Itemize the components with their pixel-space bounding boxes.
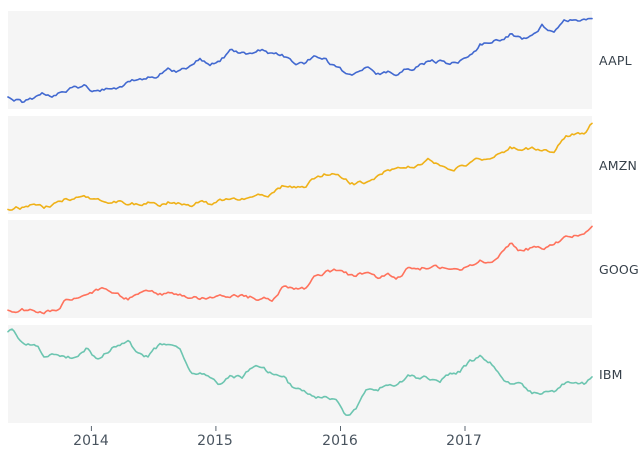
x-tick-label-2015: 2015 (197, 433, 233, 449)
facet-label-ibm: IBM (599, 367, 623, 382)
facet-panel-goog (8, 220, 592, 318)
ibm-price-line (7, 328, 593, 416)
x-axis-ticks (90, 426, 466, 431)
facet-label-amzn: AMZN (599, 158, 638, 173)
facet-panel-ibm (8, 325, 592, 423)
x-tick-label-2016: 2016 (322, 433, 358, 449)
amzn-price-line (7, 122, 593, 211)
facet-label-aapl: AAPL (599, 53, 632, 68)
x-tick-label-2014: 2014 (73, 433, 109, 449)
facet-panel-amzn (8, 116, 592, 214)
aapl-price-line (7, 17, 593, 104)
goog-price-line (7, 225, 593, 315)
facet-label-goog: GOOG (599, 262, 639, 277)
x-tick-label-2017: 2017 (446, 433, 482, 449)
facet-panel-aapl (8, 11, 592, 109)
